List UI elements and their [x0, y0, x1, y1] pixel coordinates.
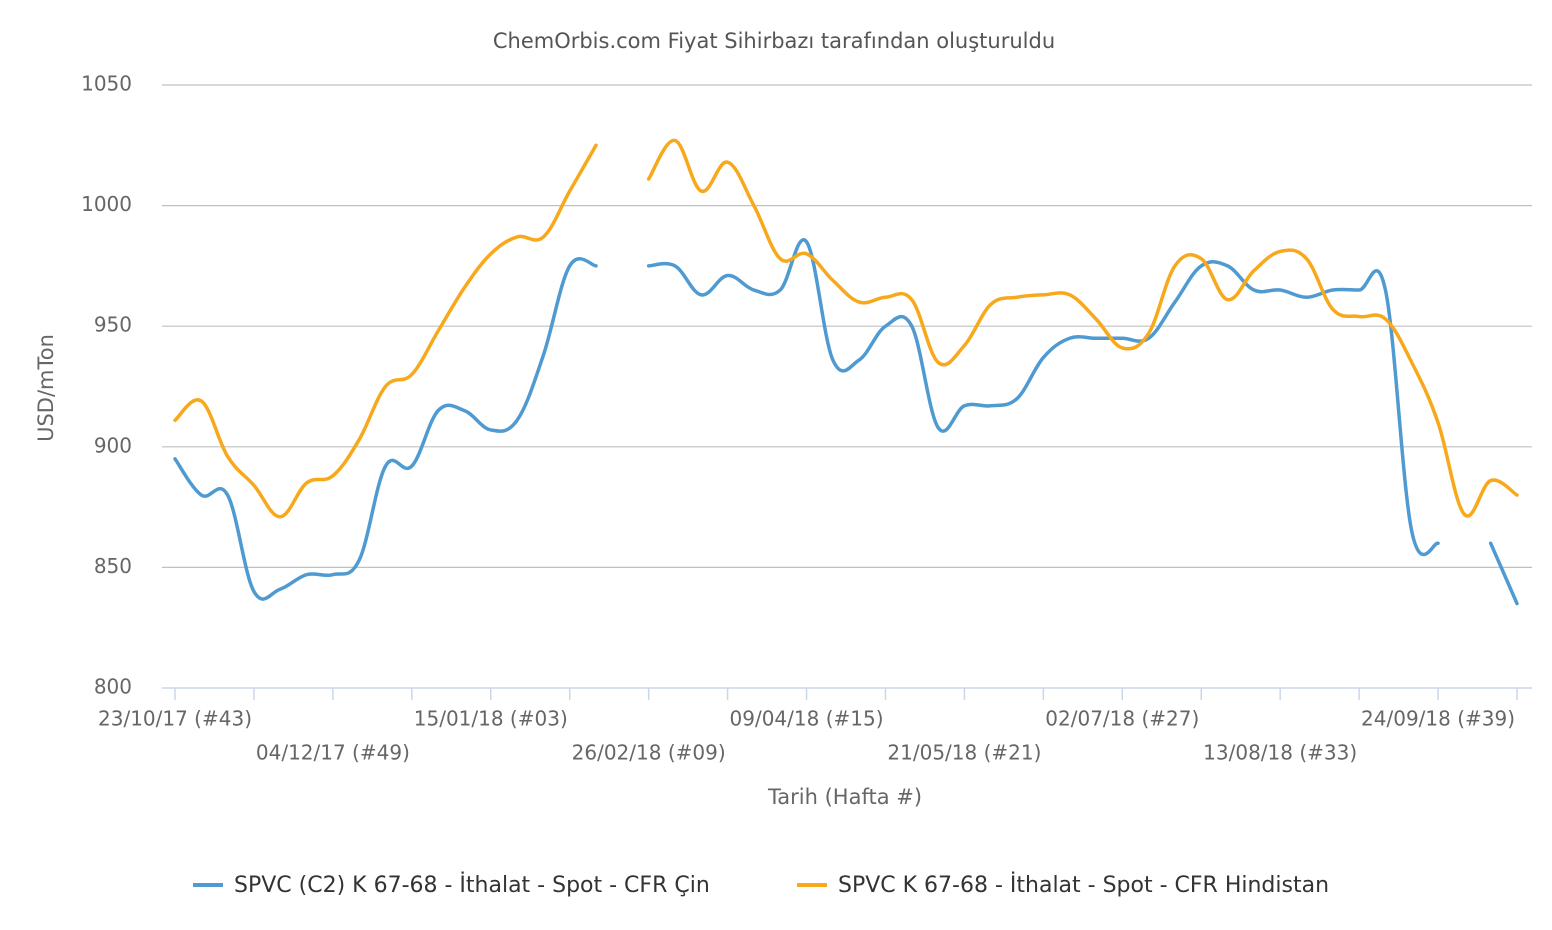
- chart-title: ChemOrbis.com Fiyat Sihirbazı tarafından…: [493, 29, 1055, 53]
- legend-item: SPVC (C2) K 67-68 - İthalat - Spot - CFR…: [193, 872, 710, 898]
- x-tick-label: 15/01/18 (#03): [414, 707, 568, 731]
- y-tick-label: 1050: [81, 72, 132, 96]
- y-tick-label: 950: [94, 313, 132, 337]
- y-tick-label: 850: [94, 554, 132, 578]
- y-tick-label: 1000: [81, 192, 132, 216]
- data-line: [173, 238, 1519, 606]
- x-tick-label: 04/12/17 (#49): [256, 741, 410, 765]
- legend-label: SPVC K 67-68 - İthalat - Spot - CFR Hind…: [838, 872, 1329, 898]
- x-tick-label: 21/05/18 (#21): [887, 741, 1041, 765]
- legend-item: SPVC K 67-68 - İthalat - Spot - CFR Hind…: [797, 872, 1329, 898]
- data-line: [173, 138, 1519, 519]
- legend-label: SPVC (C2) K 67-68 - İthalat - Spot - CFR…: [234, 872, 710, 898]
- y-tick-label: 800: [94, 675, 132, 699]
- x-tick-label: 23/10/17 (#43): [98, 707, 252, 731]
- y-axis-label: USD/mTon: [34, 334, 58, 442]
- x-tick-label: 26/02/18 (#09): [572, 741, 726, 765]
- x-tick-label: 13/08/18 (#33): [1203, 741, 1357, 765]
- x-tick-label: 24/09/18 (#39): [1361, 707, 1515, 731]
- x-tick-label: 02/07/18 (#27): [1045, 707, 1199, 731]
- x-tick-label: 09/04/18 (#15): [730, 707, 884, 731]
- y-tick-label: 900: [94, 433, 132, 457]
- x-axis-label: Tarih (Hafta #): [767, 785, 922, 809]
